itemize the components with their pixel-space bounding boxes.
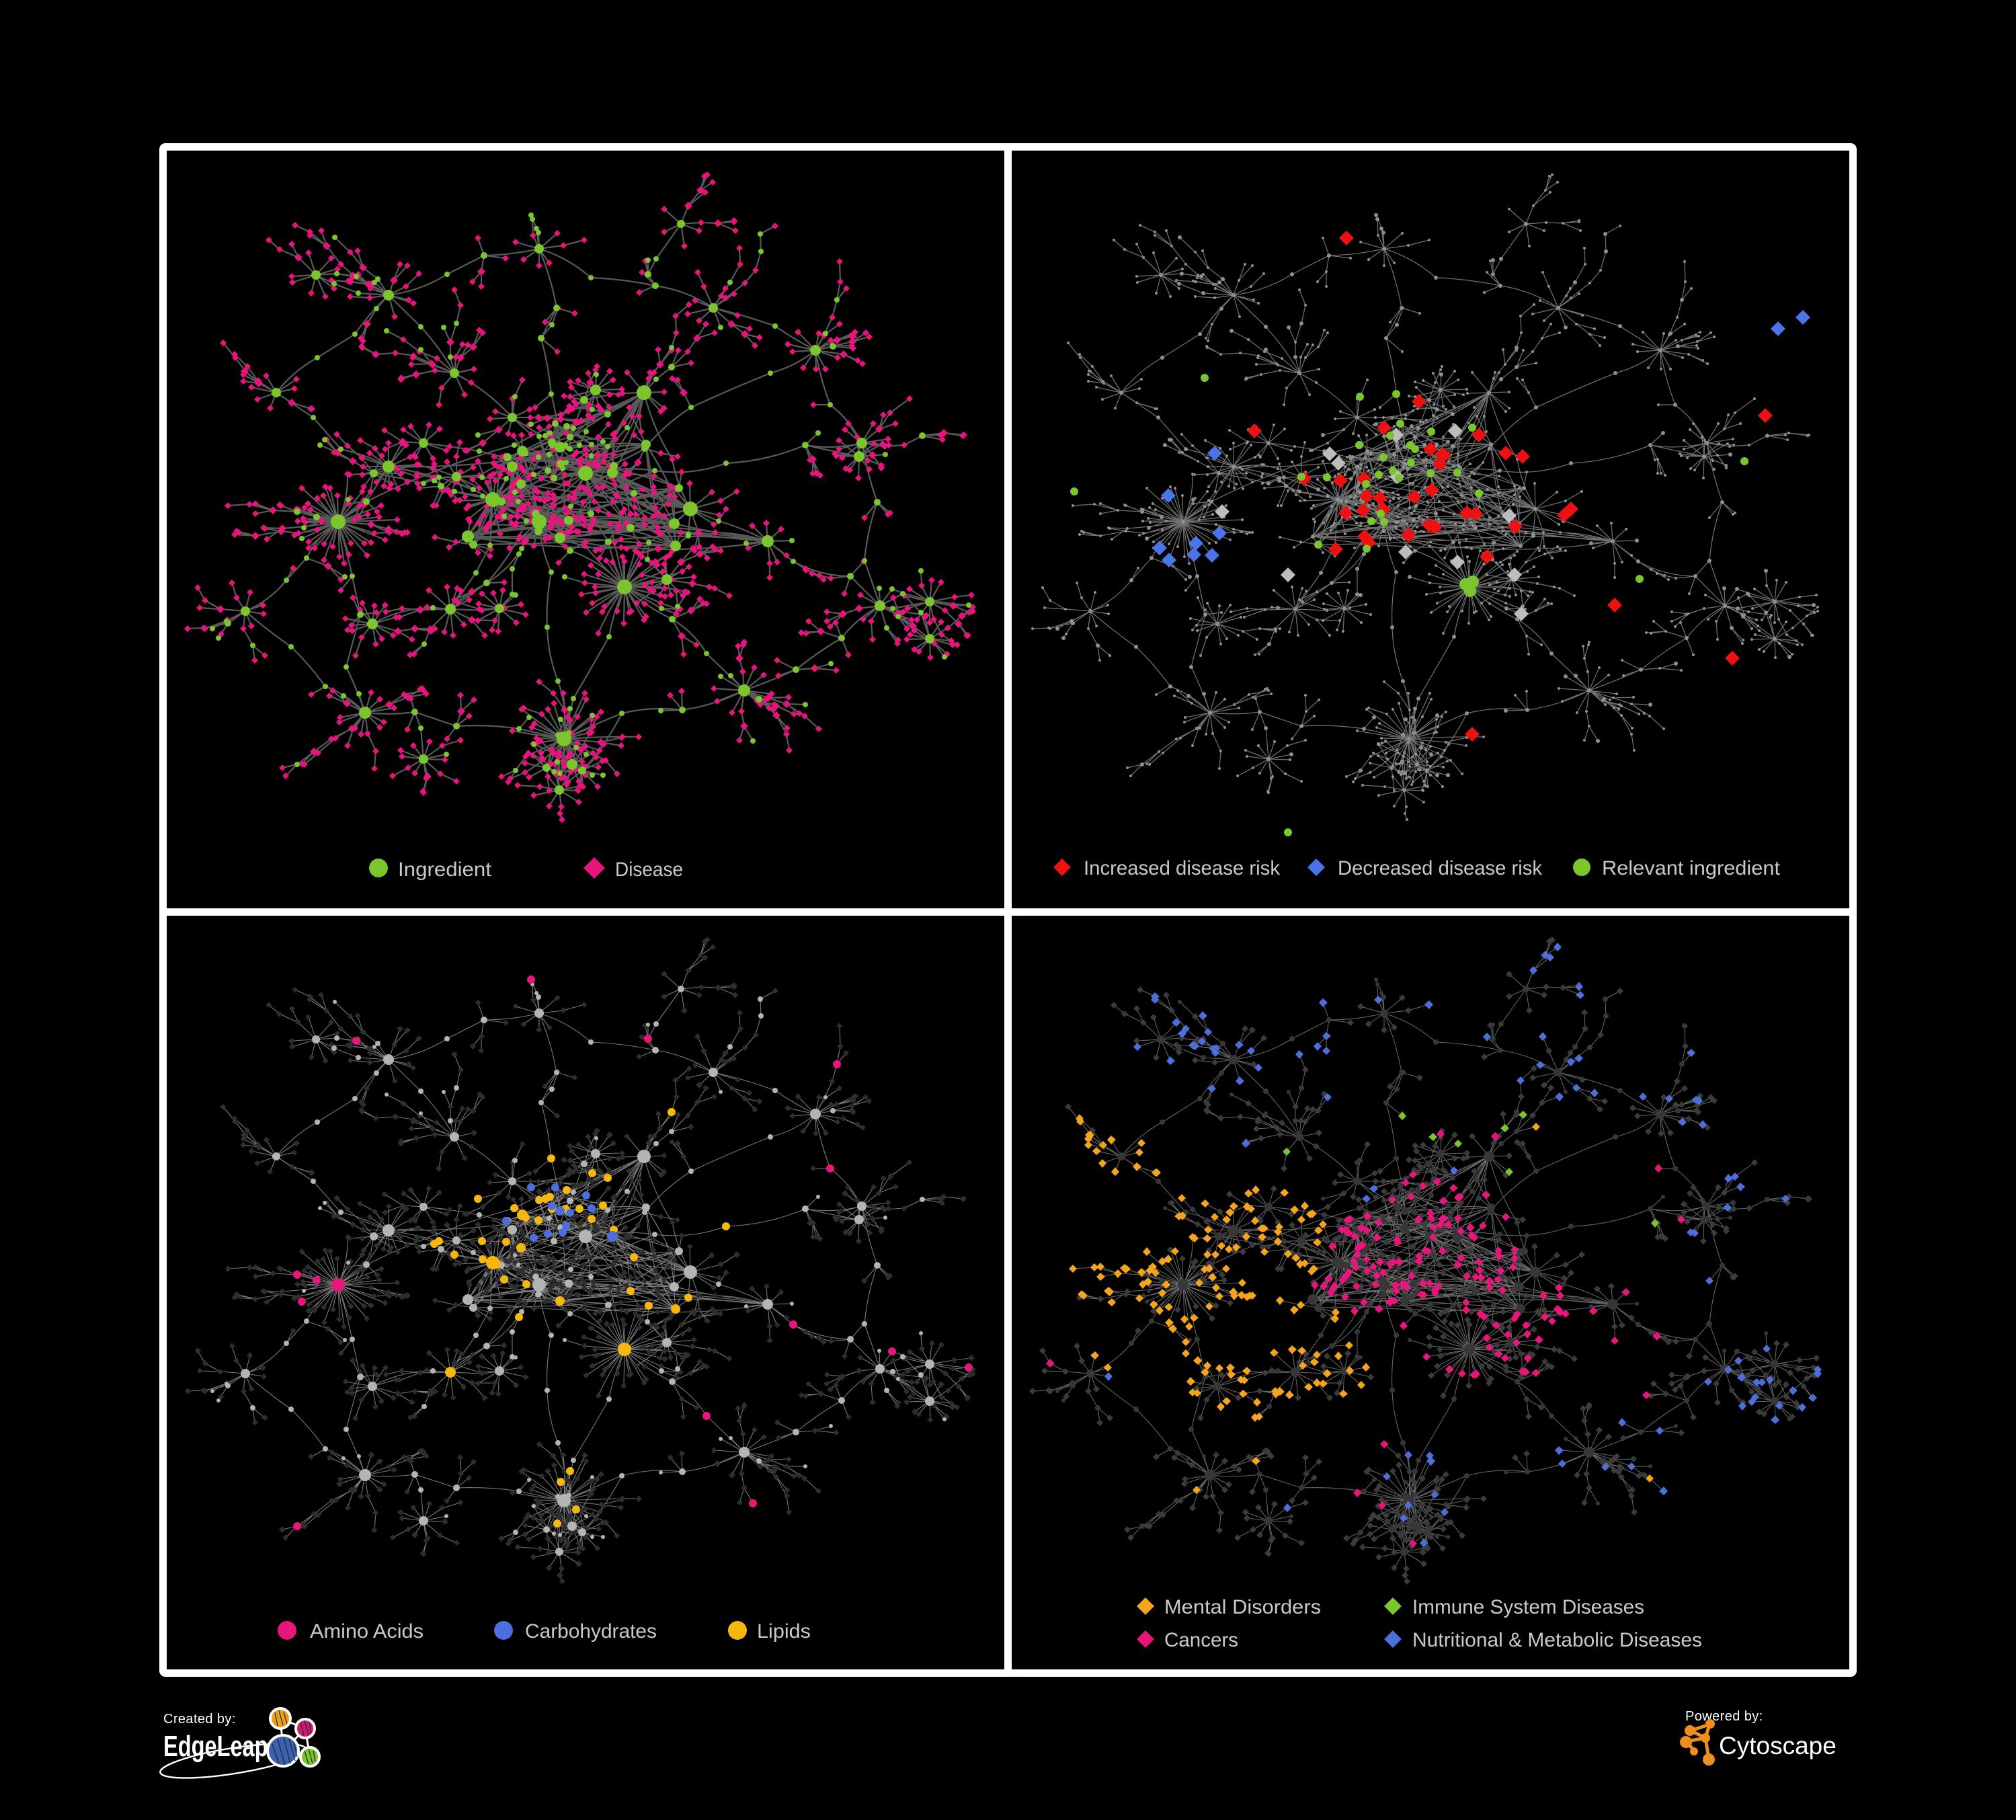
svg-text:Ingredient: Ingredient (398, 859, 492, 881)
svg-text:Cancers: Cancers (1164, 1629, 1238, 1651)
svg-text:Amino Acids: Amino Acids (310, 1620, 424, 1643)
svg-text:Relevant ingredient: Relevant ingredient (1602, 857, 1781, 879)
svg-text:Increased disease risk: Increased disease risk (1084, 857, 1281, 879)
svg-text:Carbohydrates: Carbohydrates (525, 1620, 657, 1643)
svg-text:Lipids: Lipids (757, 1620, 811, 1643)
svg-text:Nutritional & Metabolic Diseas: Nutritional & Metabolic Diseases (1412, 1629, 1702, 1651)
svg-text:Disease: Disease (615, 859, 683, 881)
svg-text:Mental Disorders: Mental Disorders (1164, 1596, 1321, 1618)
svg-text:EdgeLeap: EdgeLeap (163, 1730, 268, 1763)
svg-text:Decreased disease risk: Decreased disease risk (1338, 857, 1543, 879)
svg-text:Created by:: Created by: (163, 1712, 236, 1727)
svg-text:Immune System Diseases: Immune System Diseases (1412, 1596, 1644, 1618)
svg-text:Cytoscape: Cytoscape (1719, 1732, 1837, 1759)
svg-text:Powered by:: Powered by: (1685, 1709, 1763, 1724)
